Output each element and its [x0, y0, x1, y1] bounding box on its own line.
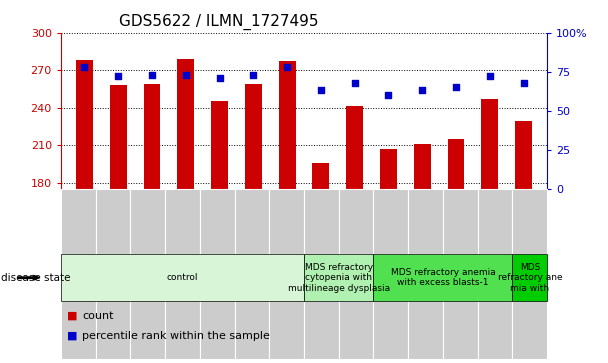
- Text: control: control: [167, 273, 198, 282]
- Bar: [482, 99, 498, 189]
- Text: MDS refractory
cytopenia with
multilineage dysplasia: MDS refractory cytopenia with multilinea…: [288, 263, 390, 293]
- Point: [485, 73, 495, 79]
- Point: [113, 73, 123, 79]
- Bar: [447, 139, 465, 189]
- Point: [282, 64, 292, 70]
- Point: [181, 72, 191, 78]
- Text: percentile rank within the sample: percentile rank within the sample: [82, 331, 270, 341]
- Point: [350, 80, 359, 86]
- Bar: [414, 144, 430, 189]
- Text: MDS refractory anemia
with excess blasts-1: MDS refractory anemia with excess blasts…: [390, 268, 496, 287]
- Point: [417, 87, 427, 93]
- Bar: [110, 85, 126, 189]
- Bar: [313, 163, 330, 189]
- Bar: [380, 149, 397, 189]
- Point: [519, 80, 528, 86]
- Point: [316, 87, 326, 93]
- Text: ■: ■: [67, 331, 77, 341]
- Bar: [178, 59, 194, 189]
- Point: [80, 64, 89, 70]
- Point: [147, 72, 157, 78]
- Text: MDS
refractory ane
mia with: MDS refractory ane mia with: [497, 263, 562, 293]
- Bar: [278, 61, 295, 189]
- Point: [451, 85, 461, 90]
- Bar: [211, 101, 228, 189]
- Bar: [245, 84, 262, 189]
- Bar: [515, 121, 532, 189]
- Point: [215, 75, 224, 81]
- Text: GDS5622 / ILMN_1727495: GDS5622 / ILMN_1727495: [119, 14, 319, 30]
- Point: [384, 92, 393, 98]
- Text: count: count: [82, 311, 114, 321]
- Bar: [143, 84, 161, 189]
- Text: ■: ■: [67, 311, 77, 321]
- Bar: [346, 106, 363, 189]
- Text: disease state: disease state: [1, 273, 70, 283]
- Bar: [76, 60, 93, 189]
- Point: [249, 72, 258, 78]
